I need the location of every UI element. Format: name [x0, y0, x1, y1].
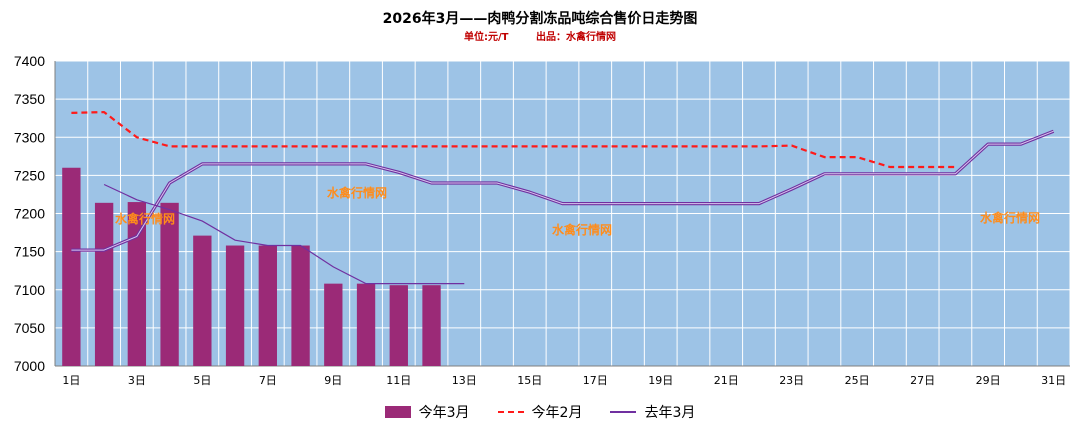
x-tick-label: 17日 — [583, 374, 608, 387]
x-tick-label: 3日 — [128, 374, 146, 387]
line-last-march-inner — [71, 130, 1054, 251]
x-tick-label: 21日 — [714, 374, 739, 387]
x-tick-label: 5日 — [193, 374, 211, 387]
y-tick-label: 7400 — [14, 53, 45, 69]
bar-this-march — [324, 283, 343, 366]
y-tick-label: 7100 — [14, 282, 45, 298]
bar-this-march — [193, 235, 212, 366]
x-tick-label: 7日 — [259, 374, 277, 387]
x-tick-label: 13日 — [452, 374, 477, 387]
x-tick-label: 27日 — [910, 374, 935, 387]
watermark-text: 水禽行情网 — [115, 211, 175, 226]
legend-item-bar: 今年3月 — [384, 402, 470, 422]
bar-this-march — [291, 245, 310, 366]
legend-swatch-bar — [384, 406, 411, 418]
bar-this-march — [422, 285, 441, 366]
y-tick-label: 7150 — [14, 244, 45, 260]
chart-title: 2026年3月——肉鸭分割冻品吨综合售价日走势图 — [382, 11, 698, 27]
legend-label-0: 今年3月 — [418, 405, 470, 421]
watermark-text: 水禽行情网 — [980, 210, 1040, 225]
bar-this-march — [225, 245, 245, 366]
y-tick-label: 7050 — [14, 320, 45, 336]
bar-this-march — [94, 202, 114, 366]
bar-this-march — [389, 285, 408, 366]
x-tick-label: 23日 — [779, 374, 804, 387]
x-tick-label: 31日 — [1041, 374, 1066, 387]
line-feb — [71, 111, 956, 169]
bar-this-march — [127, 202, 147, 366]
y-tick-label: 7000 — [14, 358, 45, 374]
x-tick-label: 15日 — [517, 374, 542, 387]
y-tick-label: 7200 — [14, 206, 45, 222]
y-tick-label: 7250 — [14, 167, 45, 183]
legend-swatch-dashed — [497, 411, 524, 413]
y-tick-label: 7350 — [14, 91, 45, 107]
unit-label: 单位:元/T — [464, 32, 509, 43]
bar-this-march — [160, 202, 179, 366]
bar-this-march — [62, 167, 81, 366]
legend-swatch-line — [610, 411, 637, 413]
watermark-text: 水禽行情网 — [327, 185, 387, 200]
x-tick-label: 25日 — [845, 374, 870, 387]
x-tick-label: 1日 — [62, 374, 80, 387]
watermark-text: 水禽行情网 — [552, 222, 612, 237]
source-label: 出品：水禽行情网 — [535, 32, 616, 43]
bar-this-march — [258, 245, 277, 366]
chart-subtitle: 单位:元/T 出品：水禽行情网 — [0, 28, 1080, 43]
legend-item-line: 去年3月 — [610, 402, 695, 422]
bar-this-march — [356, 283, 376, 366]
x-tick-label: 9日 — [324, 374, 342, 387]
line-trend-this-march — [103, 183, 465, 285]
x-tick-label: 11日 — [386, 374, 411, 387]
chart-legend: 今年3月 今年2月 去年3月 — [0, 402, 1080, 422]
y-tick-label: 7300 — [14, 129, 45, 145]
x-tick-label: 29日 — [976, 374, 1001, 387]
legend-item-dashed: 今年2月 — [497, 402, 583, 422]
legend-label-2: 去年3月 — [644, 405, 696, 421]
x-tick-label: 19日 — [648, 374, 673, 387]
legend-label-1: 今年2月 — [531, 405, 583, 421]
